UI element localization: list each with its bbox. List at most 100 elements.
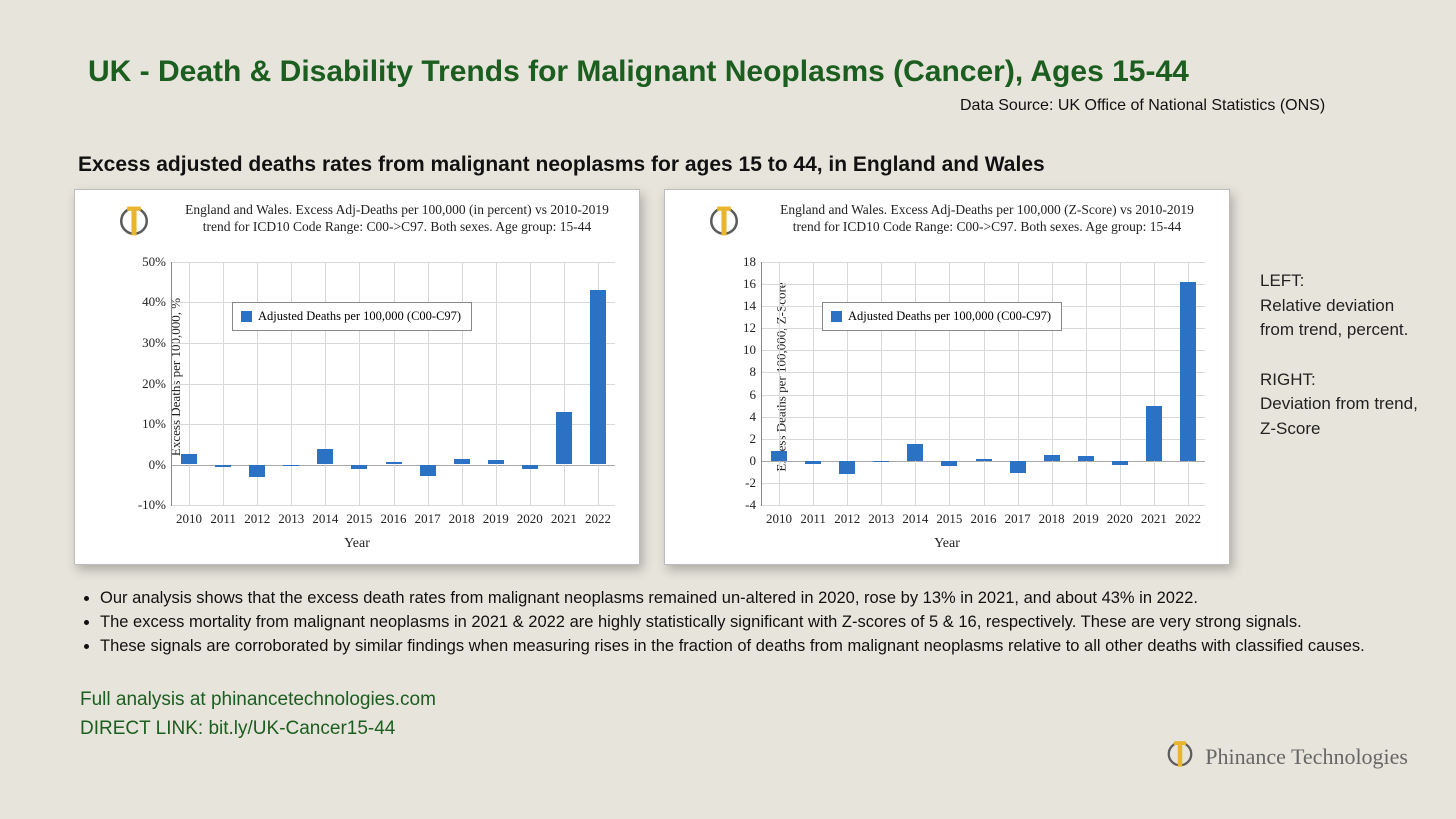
ytick-label: 4 xyxy=(750,409,763,425)
chart-legend: Adjusted Deaths per 100,000 (C00-C97) xyxy=(232,302,472,331)
xtick-label: 2016 xyxy=(381,505,407,527)
brand-logo-icon xyxy=(1165,739,1195,775)
xtick-label: 2018 xyxy=(1039,505,1065,527)
xtick-label: 2018 xyxy=(449,505,475,527)
ytick-label: 0% xyxy=(149,457,172,473)
xtick-label: 2014 xyxy=(902,505,928,527)
xtick-label: 2013 xyxy=(278,505,304,527)
chart-left-title: England and Wales. Excess Adj-Deaths per… xyxy=(185,202,609,236)
ytick-label: -10% xyxy=(138,497,172,513)
chart-right-xlabel: Year xyxy=(934,536,960,552)
chart-bar xyxy=(1044,455,1060,461)
chart-left: England and Wales. Excess Adj-Deaths per… xyxy=(74,189,640,565)
ytick-label: 12 xyxy=(743,320,762,336)
chart-left-xlabel: Year xyxy=(344,536,370,552)
xtick-label: 2017 xyxy=(1005,505,1031,527)
brand-name: Phinance Technologies xyxy=(1205,744,1408,770)
xtick-label: 2012 xyxy=(244,505,270,527)
side-caption: LEFT: Relative deviation from trend, per… xyxy=(1260,189,1430,441)
ytick-label: 18 xyxy=(743,254,762,270)
chart-bar xyxy=(386,462,402,464)
xtick-label: 2015 xyxy=(346,505,372,527)
xtick-label: 2010 xyxy=(766,505,792,527)
chart-bar xyxy=(351,465,367,470)
chart-bar xyxy=(1146,406,1162,461)
legend-label: Adjusted Deaths per 100,000 (C00-C97) xyxy=(848,309,1051,324)
chart-bar xyxy=(181,454,197,464)
xtick-label: 2022 xyxy=(585,505,611,527)
chart-bar xyxy=(215,465,231,468)
analysis-bullets: Our analysis shows that the excess death… xyxy=(0,565,1456,659)
ytick-label: 40% xyxy=(142,294,172,310)
side-caption-right-text: Deviation from trend, Z-Score xyxy=(1260,394,1418,438)
ytick-label: 10 xyxy=(743,342,762,358)
logo-icon xyxy=(117,204,151,243)
xtick-label: 2011 xyxy=(800,505,826,527)
legend-swatch xyxy=(831,311,842,322)
logo-icon xyxy=(707,204,741,243)
xtick-label: 2020 xyxy=(517,505,543,527)
xtick-label: 2019 xyxy=(1073,505,1099,527)
charts-row: England and Wales. Excess Adj-Deaths per… xyxy=(0,177,1456,565)
xtick-label: 2017 xyxy=(415,505,441,527)
chart-bar xyxy=(317,449,333,464)
chart-bar xyxy=(488,460,504,464)
side-caption-right-label: RIGHT: xyxy=(1260,370,1316,389)
chart-bar xyxy=(454,459,470,464)
side-caption-left-label: LEFT: xyxy=(1260,271,1304,290)
ytick-label: 20% xyxy=(142,376,172,392)
chart-bar xyxy=(873,461,889,462)
chart-bar xyxy=(1112,461,1128,465)
xtick-label: 2020 xyxy=(1107,505,1133,527)
chart-right-plot: -4-2024681012141618201020112012201320142… xyxy=(761,262,1205,506)
xtick-label: 2015 xyxy=(936,505,962,527)
data-source: Data Source: UK Office of National Stati… xyxy=(0,89,1456,115)
bullet-item: The excess mortality from malignant neop… xyxy=(100,611,1436,635)
ytick-label: 10% xyxy=(142,416,172,432)
bullet-item: Our analysis shows that the excess death… xyxy=(100,587,1436,611)
xtick-label: 2012 xyxy=(834,505,860,527)
chart-bar xyxy=(839,461,855,474)
ytick-label: 0 xyxy=(750,453,763,469)
xtick-label: 2010 xyxy=(176,505,202,527)
chart-bar xyxy=(522,465,538,469)
chart-bar xyxy=(420,465,436,476)
chart-bar xyxy=(941,461,957,467)
ytick-label: 16 xyxy=(743,276,762,292)
xtick-label: 2021 xyxy=(551,505,577,527)
ytick-label: 6 xyxy=(750,387,763,403)
chart-bar xyxy=(771,451,787,461)
chart-right-title: England and Wales. Excess Adj-Deaths per… xyxy=(775,202,1199,236)
chart-section-subtitle: Excess adjusted deaths rates from malign… xyxy=(0,115,1456,177)
ytick-label: 50% xyxy=(142,254,172,270)
xtick-label: 2021 xyxy=(1141,505,1167,527)
xtick-label: 2013 xyxy=(868,505,894,527)
chart-right: England and Wales. Excess Adj-Deaths per… xyxy=(664,189,1230,565)
xtick-label: 2022 xyxy=(1175,505,1201,527)
xtick-label: 2016 xyxy=(971,505,997,527)
chart-bar xyxy=(283,465,299,466)
xtick-label: 2011 xyxy=(210,505,236,527)
chart-bar xyxy=(805,461,821,464)
ytick-label: 30% xyxy=(142,335,172,351)
ytick-label: 8 xyxy=(750,364,763,380)
chart-bar xyxy=(1010,461,1026,473)
xtick-label: 2014 xyxy=(312,505,338,527)
ytick-label: -4 xyxy=(745,497,762,513)
footer-line-1: Full analysis at phinancetechnologies.co… xyxy=(80,685,1456,714)
chart-bar xyxy=(1078,456,1094,460)
chart-bar xyxy=(1180,282,1196,461)
ytick-label: 2 xyxy=(750,431,763,447)
footer-links: Full analysis at phinancetechnologies.co… xyxy=(0,659,1456,744)
chart-bar xyxy=(556,412,572,465)
chart-bar xyxy=(976,459,992,461)
brand-footer: Phinance Technologies xyxy=(1165,739,1408,775)
legend-swatch xyxy=(241,311,252,322)
side-caption-left-text: Relative deviation from trend, percent. xyxy=(1260,296,1408,340)
ytick-label: -2 xyxy=(745,475,762,491)
chart-bar xyxy=(590,290,606,464)
bullet-item: These signals are corroborated by simila… xyxy=(100,635,1436,659)
ytick-label: 14 xyxy=(743,298,762,314)
xtick-label: 2019 xyxy=(483,505,509,527)
chart-bar xyxy=(907,444,923,461)
